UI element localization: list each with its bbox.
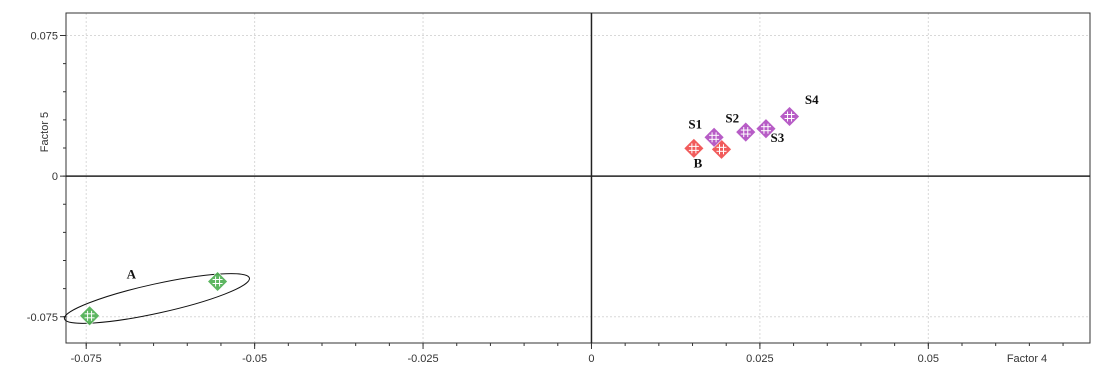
data-points: [79, 106, 800, 327]
y-tick-label: 0: [52, 171, 58, 183]
x-tick-label: 0: [588, 353, 594, 365]
grid: [66, 13, 1090, 343]
data-point: [735, 121, 757, 143]
x-tick-label: 0.025: [746, 353, 774, 365]
point-label: S2: [725, 111, 739, 126]
data-point: [703, 126, 725, 148]
data-point: [79, 305, 101, 327]
x-tick-label: -0.025: [407, 353, 438, 365]
group-a-ellipse: [63, 273, 250, 324]
y-axis-title: Factor 5: [39, 112, 51, 152]
point-label: B: [694, 156, 703, 171]
point-label: S1: [688, 116, 702, 131]
cluster-ellipse: [63, 273, 250, 324]
point-label: A: [127, 266, 137, 281]
y-tick-label: 0.075: [30, 31, 58, 43]
data-point: [207, 271, 229, 292]
x-tick-label: -0.075: [71, 353, 102, 365]
data-point: [779, 106, 800, 127]
point-label: S4: [805, 92, 819, 107]
data-point: [755, 118, 777, 140]
point-label: S3: [771, 130, 785, 145]
data-point: [683, 137, 705, 159]
point-labels: A B S1 S2 S3 S4: [127, 92, 819, 281]
x-axis-title: Factor 4: [1007, 353, 1047, 365]
plot-frame: [65, 12, 1091, 344]
x-tick-label: 0.05: [918, 353, 939, 365]
axis-ticks: -0.075 -0.05 -0.025 0 0.025 0.05 0.075 0 -0.075: [27, 31, 1064, 365]
x-tick-label: -0.05: [242, 353, 267, 365]
y-tick-label: -0.075: [27, 312, 58, 324]
zero-axes: [66, 13, 1090, 343]
